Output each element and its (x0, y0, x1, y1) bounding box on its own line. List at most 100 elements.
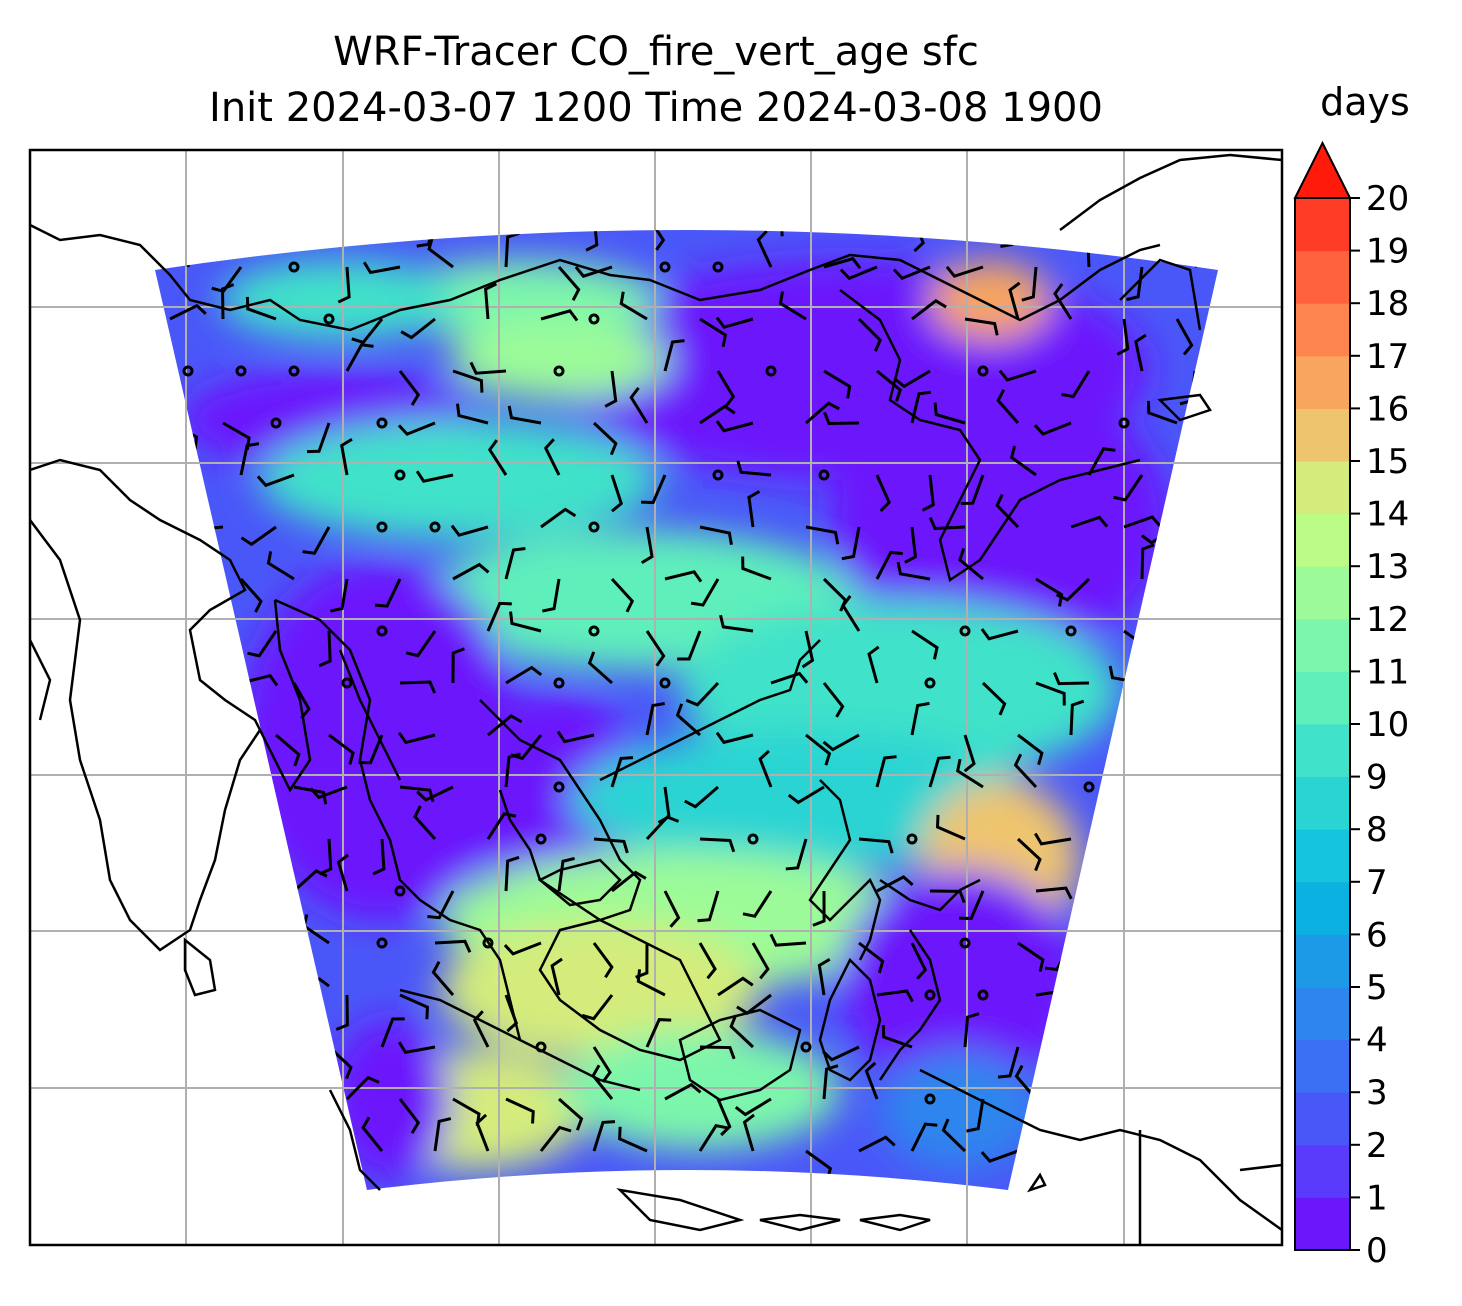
wind-barb (996, 389, 1020, 424)
wind-barb (1123, 515, 1162, 529)
calm-wind-marker (924, 1093, 936, 1105)
wind-barb (1035, 577, 1064, 607)
wind-barb (1035, 886, 1073, 900)
calm-wind-marker (924, 989, 936, 1001)
wind-barb (715, 731, 754, 745)
wind-barb (892, 265, 931, 281)
calm-wind-marker (588, 313, 600, 325)
wind-barb (550, 957, 563, 996)
colorbar-tick-label: 10 (1366, 705, 1409, 745)
wind-barb (963, 734, 976, 773)
wind-barb (556, 730, 595, 744)
colorbar-swatch (1295, 355, 1350, 409)
wind-barb (933, 402, 966, 425)
wind-barb (980, 1149, 1019, 1163)
wind-barb (486, 601, 512, 632)
wind-barb (805, 401, 840, 425)
wind-barb (415, 470, 454, 483)
colorbar-tick-label: 12 (1366, 600, 1409, 640)
wind-barb (697, 890, 720, 923)
wind-barb (585, 230, 599, 252)
wind-barb (400, 317, 436, 340)
wind-barb (998, 369, 1037, 382)
colorbar-tick-label: 3 (1366, 1073, 1388, 1113)
wind-barb (309, 785, 348, 800)
wind-barb (822, 1045, 860, 1062)
wind-barb (690, 578, 720, 607)
calm-wind-marker (376, 625, 388, 637)
wind-barb (558, 1097, 584, 1131)
wind-barb (503, 941, 542, 956)
colorbar-tick-label: 8 (1366, 810, 1388, 850)
wind-barb (736, 460, 772, 477)
wind-barb (910, 230, 925, 253)
gridlines (30, 150, 1282, 1245)
wind-barb (823, 256, 862, 270)
colorbar-tick-label: 6 (1366, 915, 1388, 955)
wind-barb (698, 942, 717, 980)
colorbar-swatch (1295, 1039, 1350, 1093)
wind-barb (340, 437, 353, 476)
wind-barb (240, 673, 279, 687)
wind-barb (1035, 681, 1066, 706)
calm-wind-marker (800, 1041, 812, 1053)
wind-barb (841, 526, 861, 561)
wind-barb (593, 837, 629, 854)
calm-wind-marker (818, 469, 830, 481)
wind-barb (557, 266, 581, 301)
wind-barb (677, 630, 702, 661)
wind-barb (507, 405, 542, 425)
wind-barb (778, 291, 807, 321)
wind-barb (1055, 577, 1091, 602)
wind-barb (981, 681, 1007, 716)
colorbar-tick-label: 2 (1366, 1126, 1388, 1166)
wind-barb (875, 474, 891, 513)
colorbar-swatch (1295, 618, 1350, 672)
wind-barb (509, 611, 542, 633)
wind-barb (587, 651, 613, 685)
colorbar-swatch (1295, 987, 1350, 1041)
colorbar-tick-label: 5 (1366, 968, 1388, 1008)
wind-barb (699, 317, 728, 348)
calm-wind-marker (1118, 417, 1130, 429)
wind-barb (910, 701, 930, 736)
wind-barb (591, 1064, 614, 1100)
wind-barb (864, 1061, 879, 1100)
wind-barb (685, 681, 720, 707)
wind-barb (505, 665, 543, 685)
wind-barb (960, 474, 985, 505)
wind-barb (413, 805, 437, 841)
wind-barb (427, 236, 454, 269)
wind-barb (427, 890, 455, 920)
wind-barb (629, 386, 649, 424)
wind-barb (758, 749, 773, 788)
wind-barb (699, 525, 733, 546)
wind-barbs (155, 230, 1218, 1186)
wind-barb (618, 1126, 648, 1153)
map-frame (28, 148, 1284, 1247)
colorbar-tick-label: 20 (1366, 179, 1409, 219)
wind-barb (399, 993, 429, 1020)
wind-barb (610, 577, 635, 613)
wind-barb (1061, 370, 1091, 399)
colorbar-swatch (1295, 671, 1350, 725)
wind-barb (787, 785, 825, 805)
wind-barb (997, 1046, 1020, 1079)
wind-barb (1113, 474, 1144, 502)
calm-wind-marker (482, 937, 494, 949)
colorbar-swatch (1295, 724, 1350, 778)
wind-barb (374, 578, 402, 608)
wind-barb (715, 420, 754, 433)
wind-barb (823, 369, 852, 399)
calm-wind-marker (535, 1041, 547, 1053)
wind-barb (592, 1120, 616, 1152)
wind-barb (910, 942, 928, 980)
wind-barb (581, 994, 614, 1021)
colorbar-swatch (1295, 566, 1350, 620)
wind-barb (504, 231, 520, 268)
wind-barb (542, 578, 561, 613)
wind-barb (362, 261, 401, 275)
